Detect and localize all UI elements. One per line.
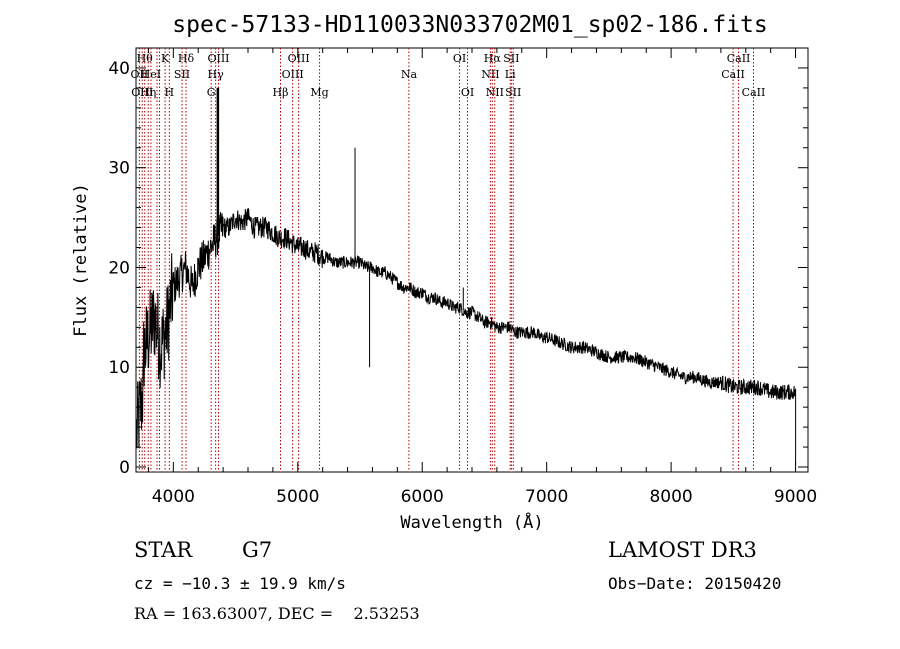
x-tick-label-4: 8000 (649, 487, 692, 507)
line-label-4: HeI (141, 68, 161, 81)
line-label-16: OIII (288, 52, 310, 65)
x-axis: 4000 5000 6000 7000 8000 9000 (147, 48, 817, 507)
line-label-28: CaII (727, 52, 751, 65)
object-subclass: G7 (242, 538, 273, 562)
line-label-11: G (207, 86, 216, 99)
object-class: STAR (134, 538, 193, 562)
line-label-0: OII (131, 68, 149, 81)
y-tick-label-4: 40 (108, 59, 130, 79)
line-label-21: NII (481, 68, 499, 81)
y-tick-label-2: 20 (108, 258, 130, 278)
observation-date: Obs−Date: 20150420 (608, 574, 782, 593)
x-tick-label-1: 5000 (276, 487, 319, 507)
x-axis-label: Wavelength (Å) (400, 511, 543, 533)
spectrum-line (136, 208, 797, 465)
line-label-19: OI (453, 52, 466, 65)
y-tick-label-3: 30 (108, 159, 130, 179)
line-label-18: Na (401, 68, 418, 81)
line-label-27: CaII (721, 68, 745, 81)
line-label-10: Hδ (178, 52, 195, 65)
plot-frame (135, 47, 809, 473)
x-tick-label-3: 7000 (525, 487, 568, 507)
line-label-20: OI (461, 86, 474, 99)
line-label-17: Mg (310, 86, 328, 99)
x-tick-label-5: 9000 (774, 487, 817, 507)
x-tick-label-2: 6000 (401, 487, 444, 507)
line-label-26: SII (505, 86, 521, 99)
line-label-9: SII (174, 68, 190, 81)
line-label-14: Hβ (273, 86, 289, 99)
line-label-25: SII (503, 52, 519, 65)
x-tick-label-0: 4000 (152, 487, 195, 507)
survey-name: LAMOST DR3 (608, 538, 757, 562)
y-tick-label-0: 0 (119, 458, 130, 478)
y-axis: 0 10 20 30 40 (108, 59, 808, 478)
chart-title: spec-57133-HD110033N033702M01_sp02-186.f… (172, 12, 767, 38)
line-label-13: OIII (207, 52, 229, 65)
line-label-2: Hθ (137, 52, 154, 65)
y-axis-label: Flux (relative) (71, 183, 91, 337)
line-label-12: Hγ (208, 68, 225, 81)
coordinates: RA = 163.63007, DEC = 2.53253 (134, 604, 420, 623)
line-label-24: Li (505, 68, 516, 81)
line-label-15: OIII (282, 68, 304, 81)
line-label-1: OIII (131, 86, 153, 99)
line-label-7: K (161, 52, 170, 65)
line-label-22: Hα (484, 52, 502, 65)
redshift-velocity: cz = −10.3 ± 19.9 km/s (134, 574, 346, 593)
line-label-3: Hη (140, 86, 156, 99)
line-label-29: CaII (742, 86, 766, 99)
line-label-23: NII (486, 86, 504, 99)
y-tick-label-1: 10 (108, 358, 130, 378)
spectral-line-markers (138, 48, 754, 472)
spectrum-spikes (216, 87, 464, 368)
line-label-8: H (165, 86, 175, 99)
